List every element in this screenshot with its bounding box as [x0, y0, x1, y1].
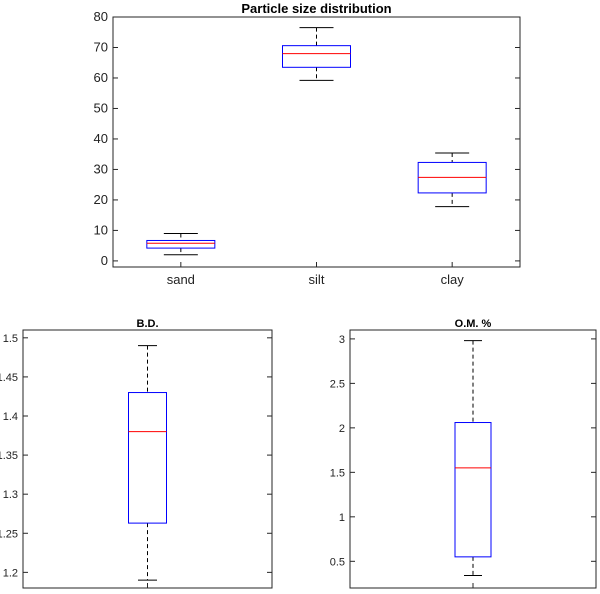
y-tick-label: 1.3 [3, 489, 18, 501]
box-series [128, 345, 167, 581]
y-tick-label: 40 [94, 131, 108, 146]
iqr-box [454, 422, 492, 558]
y-tick-label: 60 [94, 70, 108, 85]
chart-panel-2: B.D. 1.2 1.25 1.3 1.35 1.4 1.45 1.5 [0, 318, 273, 589]
x-tick-label: silt [309, 272, 325, 287]
box-sand [146, 232, 216, 256]
y-tick-label: 10 [94, 222, 108, 237]
y-tick-label: 30 [94, 161, 108, 176]
y-tick-label: 20 [94, 192, 108, 207]
y-tick-label: 1.35 [0, 450, 18, 462]
y-tick-label: 1.5 [330, 467, 345, 479]
y-tick-label: 0 [101, 253, 108, 268]
y-tick-label: 1.5 [3, 333, 18, 345]
x-tick-label: sand [167, 272, 195, 287]
box-series [454, 340, 492, 577]
iqr-box [282, 45, 351, 68]
y-tick-label: 2 [339, 423, 345, 435]
y-tick-label: 0.5 [330, 556, 345, 568]
y-tick-label: 50 [94, 100, 108, 115]
y-tick-label: 1.25 [0, 528, 18, 540]
y-tick-label: 1.4 [3, 411, 18, 423]
box-clay [417, 152, 487, 208]
plot-area-frame [349, 329, 597, 589]
y-tick-label: 70 [94, 39, 108, 54]
y-tick-label: 80 [94, 9, 108, 24]
chart-title: O.M. % [455, 318, 492, 330]
y-tick-label: 3 [339, 334, 345, 346]
y-tick-label: 1.2 [3, 567, 18, 579]
plot-area-frame [112, 16, 521, 268]
box-silt [282, 27, 351, 81]
iqr-box [146, 239, 216, 249]
chart-title: Particle size distribution [241, 1, 391, 16]
y-tick-label: 1 [339, 512, 345, 524]
chart-title: B.D. [137, 318, 159, 330]
y-tick-label: 2.5 [330, 378, 345, 390]
chart-panel-1: Particle size distribution 0 10 20 30 40 50 60 7… [94, 1, 521, 287]
x-tick-label: clay [441, 272, 465, 287]
iqr-box [128, 392, 167, 524]
chart-panel-3: O.M. % 0.5 1 1.5 2 2.5 3 [330, 318, 597, 589]
y-tick-label: 1.45 [0, 372, 18, 384]
